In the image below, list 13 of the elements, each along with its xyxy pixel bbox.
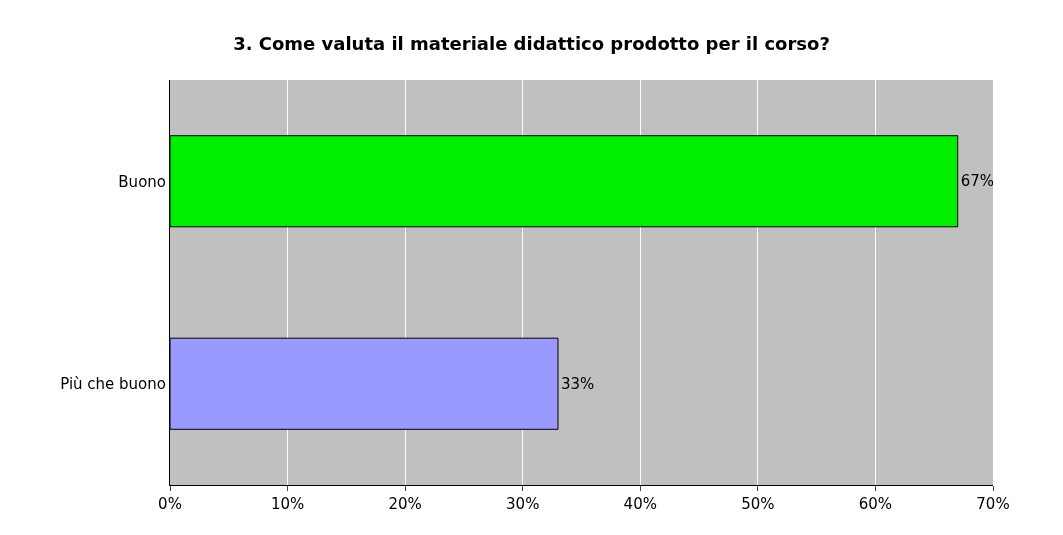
data-label: 67% [960,172,995,191]
x-tick-label: 70% [976,495,1010,513]
data-label: 33% [560,374,595,393]
x-tick-label: 60% [858,495,893,513]
x-tick-label: 30% [506,495,540,513]
chart-title: 3. Come valuta il materiale didattico prodotto per il corso? [233,33,830,55]
x-tick-label: 10% [270,495,305,513]
x-tick-label: 50% [741,495,775,513]
x-tick-label: 0% [158,495,182,513]
y-tick-label: Più che buono [60,375,166,393]
y-tick-label: Buono [118,172,166,191]
x-tick-label: 40% [623,495,657,513]
x-tick-label: 20% [388,495,422,513]
